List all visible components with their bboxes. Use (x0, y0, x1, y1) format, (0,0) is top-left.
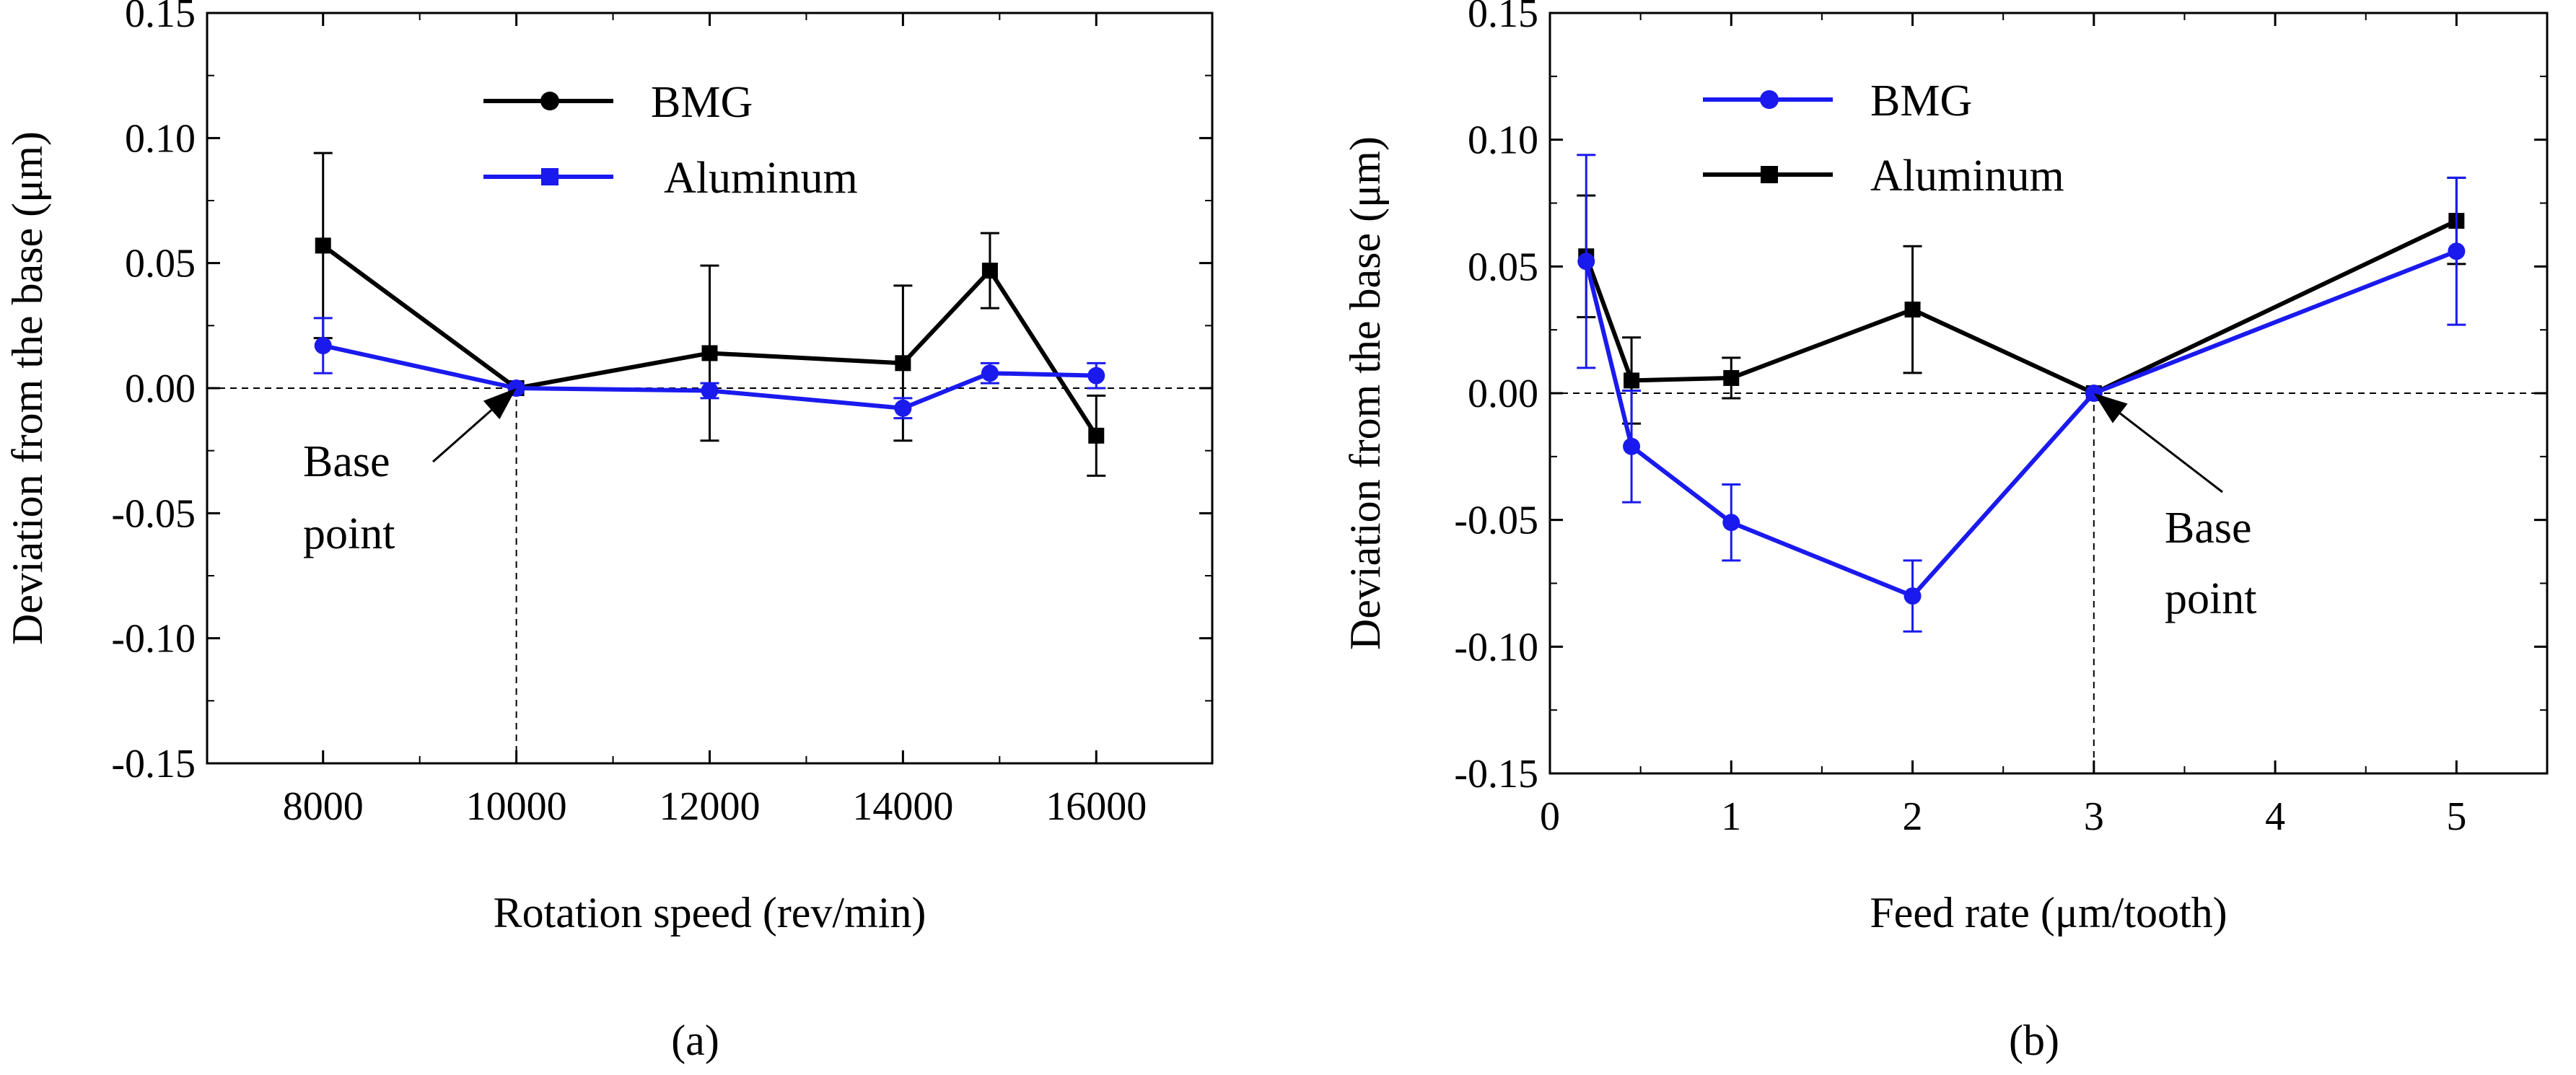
annotation-line-1: Base (2165, 504, 2252, 553)
x-tick-label: 12000 (660, 784, 761, 829)
x-tick-label: 5 (2446, 794, 2466, 839)
data-point (315, 237, 331, 254)
annotation-arrow-shaft (432, 409, 493, 463)
annotation-line-1: Base (303, 437, 390, 486)
y-tick-label: 0.05 (1468, 245, 1538, 289)
x-axis-label: Rotation speed (rev/min) (494, 889, 926, 936)
x-tick-label: 8000 (283, 784, 364, 829)
series-line (1584, 219, 2458, 395)
y-tick-label: -0.10 (111, 617, 196, 662)
panel-caption: (a) (671, 1017, 719, 1064)
series-aluminum (313, 317, 1106, 420)
annotation-arrow-head (2093, 393, 2128, 424)
annotation-line-2: point (303, 509, 395, 558)
data-point (1722, 514, 1740, 532)
y-tick-label: 0.00 (125, 367, 196, 411)
y-tick-label: -0.15 (1454, 752, 1538, 797)
x-tick-label: 2 (1903, 794, 1923, 839)
data-point (701, 345, 718, 361)
x-tick-label: 14000 (852, 784, 953, 829)
annotation-arrow-shaft (2119, 412, 2223, 493)
x-tick-label: 3 (2084, 794, 2104, 839)
series-line (1584, 249, 2458, 599)
x-tick-label: 1 (1721, 794, 1741, 839)
annotation-line-2: point (2165, 574, 2256, 623)
panel-caption: (b) (2009, 1017, 2059, 1064)
chart-panel-b: -0.15 -0.10 -0.05 0.00 0.05 0.10 0.15 0 1 2 3 4 5 Fee… (1341, 0, 2549, 1064)
data-point (1723, 369, 1740, 386)
series-line (321, 243, 1098, 437)
data-point (1624, 372, 1640, 389)
y-tick-label: -0.05 (111, 491, 196, 536)
legend-label: BMG (1870, 76, 1972, 126)
y-tick-label: 0.05 (125, 242, 196, 286)
x-tick-label: 10000 (466, 784, 567, 829)
data-point (701, 382, 719, 400)
data-point (981, 364, 999, 382)
legend-entry-aluminum: Aluminum (1703, 152, 2064, 201)
data-point (1088, 427, 1105, 444)
x-tick-label: 0 (1540, 794, 1560, 839)
y-tick-label: -0.15 (111, 742, 196, 786)
data-point (2448, 242, 2466, 260)
y-tick-label: -0.05 (1454, 499, 1538, 543)
base-point-annotation: Base point (303, 388, 517, 558)
y-tick-label: 0.15 (125, 0, 196, 36)
y-tick-label: 0.00 (1468, 372, 1538, 416)
series-bmg (1577, 154, 2466, 633)
legend-marker (541, 168, 558, 185)
series-line (323, 343, 1097, 411)
data-point (981, 263, 998, 279)
legend-label: Aluminum (1870, 152, 2064, 201)
legend-entry-aluminum: Aluminum (483, 154, 858, 203)
data-point (895, 355, 911, 372)
legend-label: BMG (651, 78, 753, 127)
chart-panel-a: -0.15 -0.10 -0.05 0.00 0.05 0.10 0.15 8000 10000… (4, 0, 1214, 1064)
data-point (1904, 302, 1921, 318)
legend-entry-bmg: BMG (1703, 76, 1972, 126)
data-point (1623, 437, 1641, 455)
x-tick-label: 4 (2265, 794, 2285, 839)
y-tick-label: 0.15 (1468, 0, 1538, 36)
y-tick-label: -0.10 (1454, 625, 1538, 670)
legend-marker (540, 92, 559, 110)
data-point (894, 399, 912, 417)
legend-entry-bmg: BMG (483, 78, 753, 127)
y-axis-label: Deviation from the base (μm) (4, 131, 51, 645)
x-tick-label: 16000 (1046, 784, 1147, 829)
legend-marker (1760, 90, 1779, 109)
legend-label: Aluminum (664, 154, 858, 203)
x-axis-label: Feed rate (μm/tooth) (1870, 889, 2227, 936)
data-point (1903, 587, 1922, 605)
annotation-arrow-head (483, 388, 517, 420)
legend-marker (1761, 166, 1778, 183)
y-tick-label: 0.10 (125, 116, 196, 161)
series-bmg (313, 152, 1106, 477)
y-axis-label: Deviation from the base (μm) (1341, 136, 1389, 650)
data-point (1087, 367, 1105, 385)
base-point-annotation: Base point (2093, 393, 2256, 623)
data-point (314, 337, 332, 355)
y-tick-label: 0.10 (1468, 118, 1538, 163)
data-point (1577, 253, 1595, 271)
